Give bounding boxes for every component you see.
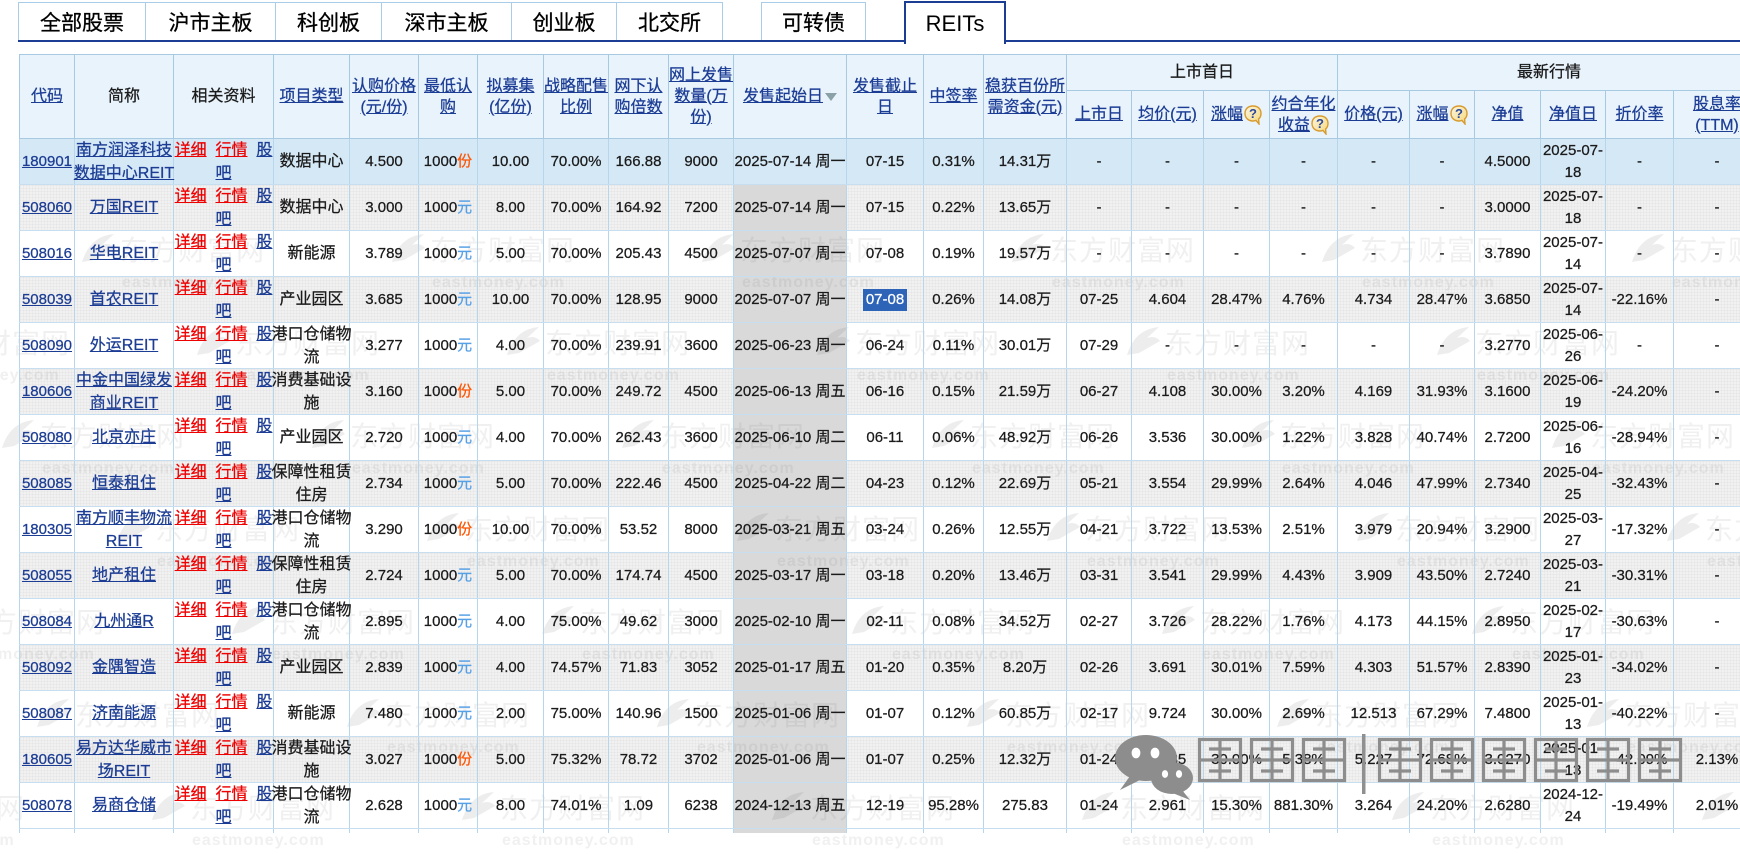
svg-text:?: ? <box>1455 106 1463 121</box>
svg-text:?: ? <box>1249 106 1257 121</box>
svg-text:?: ? <box>1316 116 1324 131</box>
